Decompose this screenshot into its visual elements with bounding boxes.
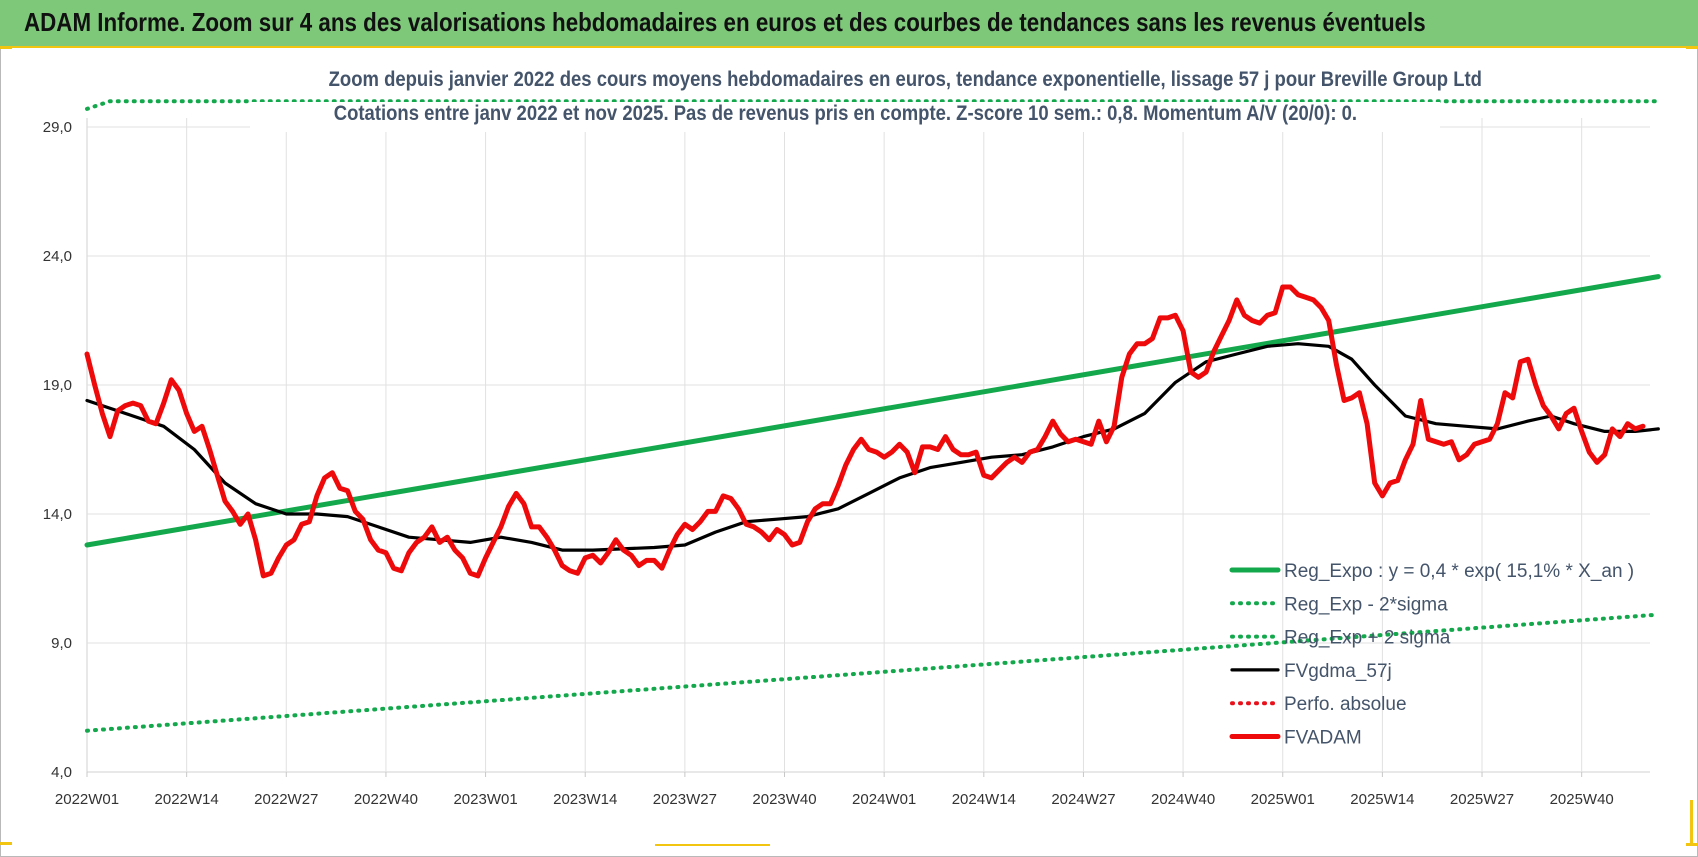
x-tick-label: 2025W01 bbox=[1251, 791, 1315, 808]
x-tick-label: 2023W40 bbox=[752, 791, 816, 808]
series-line-fvgdma-57j bbox=[85, 342, 1660, 552]
legend-label: Reg_Expo : y = 0,4 * exp( 15,1% * X_an ) bbox=[1284, 561, 1634, 582]
y-axis: 4,0 9,0 14,0 19,0 24,0 29,0 bbox=[43, 119, 72, 781]
chart-subtitle: Cotations entre janv 2022 et nov 2025. P… bbox=[250, 102, 1440, 132]
x-tick-label: 2025W40 bbox=[1550, 791, 1614, 808]
y-tick-label: 14,0 bbox=[43, 506, 72, 523]
y-tick-label: 24,0 bbox=[43, 248, 72, 265]
x-tick-label: 2023W14 bbox=[553, 791, 617, 808]
chart-title: Zoom depuis janvier 2022 des cours moyen… bbox=[250, 68, 1482, 98]
series-line-reg-exp-2-sigma bbox=[85, 612, 1661, 733]
x-tick-label: 2024W14 bbox=[952, 791, 1016, 808]
legend-label: Perfo. absolue bbox=[1284, 694, 1407, 715]
corner-accent bbox=[0, 842, 12, 845]
chart-series bbox=[84, 99, 1661, 733]
corner-accent bbox=[0, 46, 12, 49]
corner-accent bbox=[1690, 800, 1693, 845]
x-tick-label: 2025W27 bbox=[1450, 791, 1514, 808]
x-tick-label: 2023W27 bbox=[653, 791, 717, 808]
title-banner: ADAM Informe. Zoom sur 4 ans des valoris… bbox=[0, 0, 1698, 48]
x-tick-label: 2024W40 bbox=[1151, 791, 1215, 808]
x-tick-label: 2024W01 bbox=[852, 791, 916, 808]
legend-label: Reg_Exp + 2 sigma bbox=[1284, 628, 1451, 649]
y-tick-label: 4,0 bbox=[51, 764, 72, 781]
y-tick-label: 29,0 bbox=[43, 119, 72, 136]
legend-label: Reg_Exp - 2*sigma bbox=[1284, 594, 1448, 615]
x-tick-label: 2022W40 bbox=[354, 791, 418, 808]
x-tick-label: 2024W27 bbox=[1051, 791, 1115, 808]
x-tick-label: 2022W14 bbox=[155, 791, 219, 808]
legend-label: FVADAM bbox=[1284, 728, 1362, 749]
banner-title: ADAM Informe. Zoom sur 4 ans des valoris… bbox=[24, 7, 1426, 37]
x-tick-label: 2025W14 bbox=[1350, 791, 1414, 808]
series-line-fvadam bbox=[84, 284, 1646, 579]
x-tick-label: 2022W27 bbox=[254, 791, 318, 808]
x-tick-label: 2022W01 bbox=[55, 791, 119, 808]
corner-accent bbox=[1686, 46, 1698, 49]
corner-accent bbox=[655, 844, 770, 846]
chart-legend: Reg_Expo : y = 0,4 * exp( 15,1% * X_an )… bbox=[1229, 561, 1634, 749]
x-axis: 2022W01 2022W14 2022W27 2022W40 2023W01 2023W… bbox=[55, 791, 1614, 808]
x-tick-label: 2023W01 bbox=[453, 791, 517, 808]
y-tick-label: 19,0 bbox=[43, 377, 72, 394]
legend-label: FVgdma_57j bbox=[1284, 661, 1392, 682]
y-tick-label: 9,0 bbox=[51, 635, 72, 652]
